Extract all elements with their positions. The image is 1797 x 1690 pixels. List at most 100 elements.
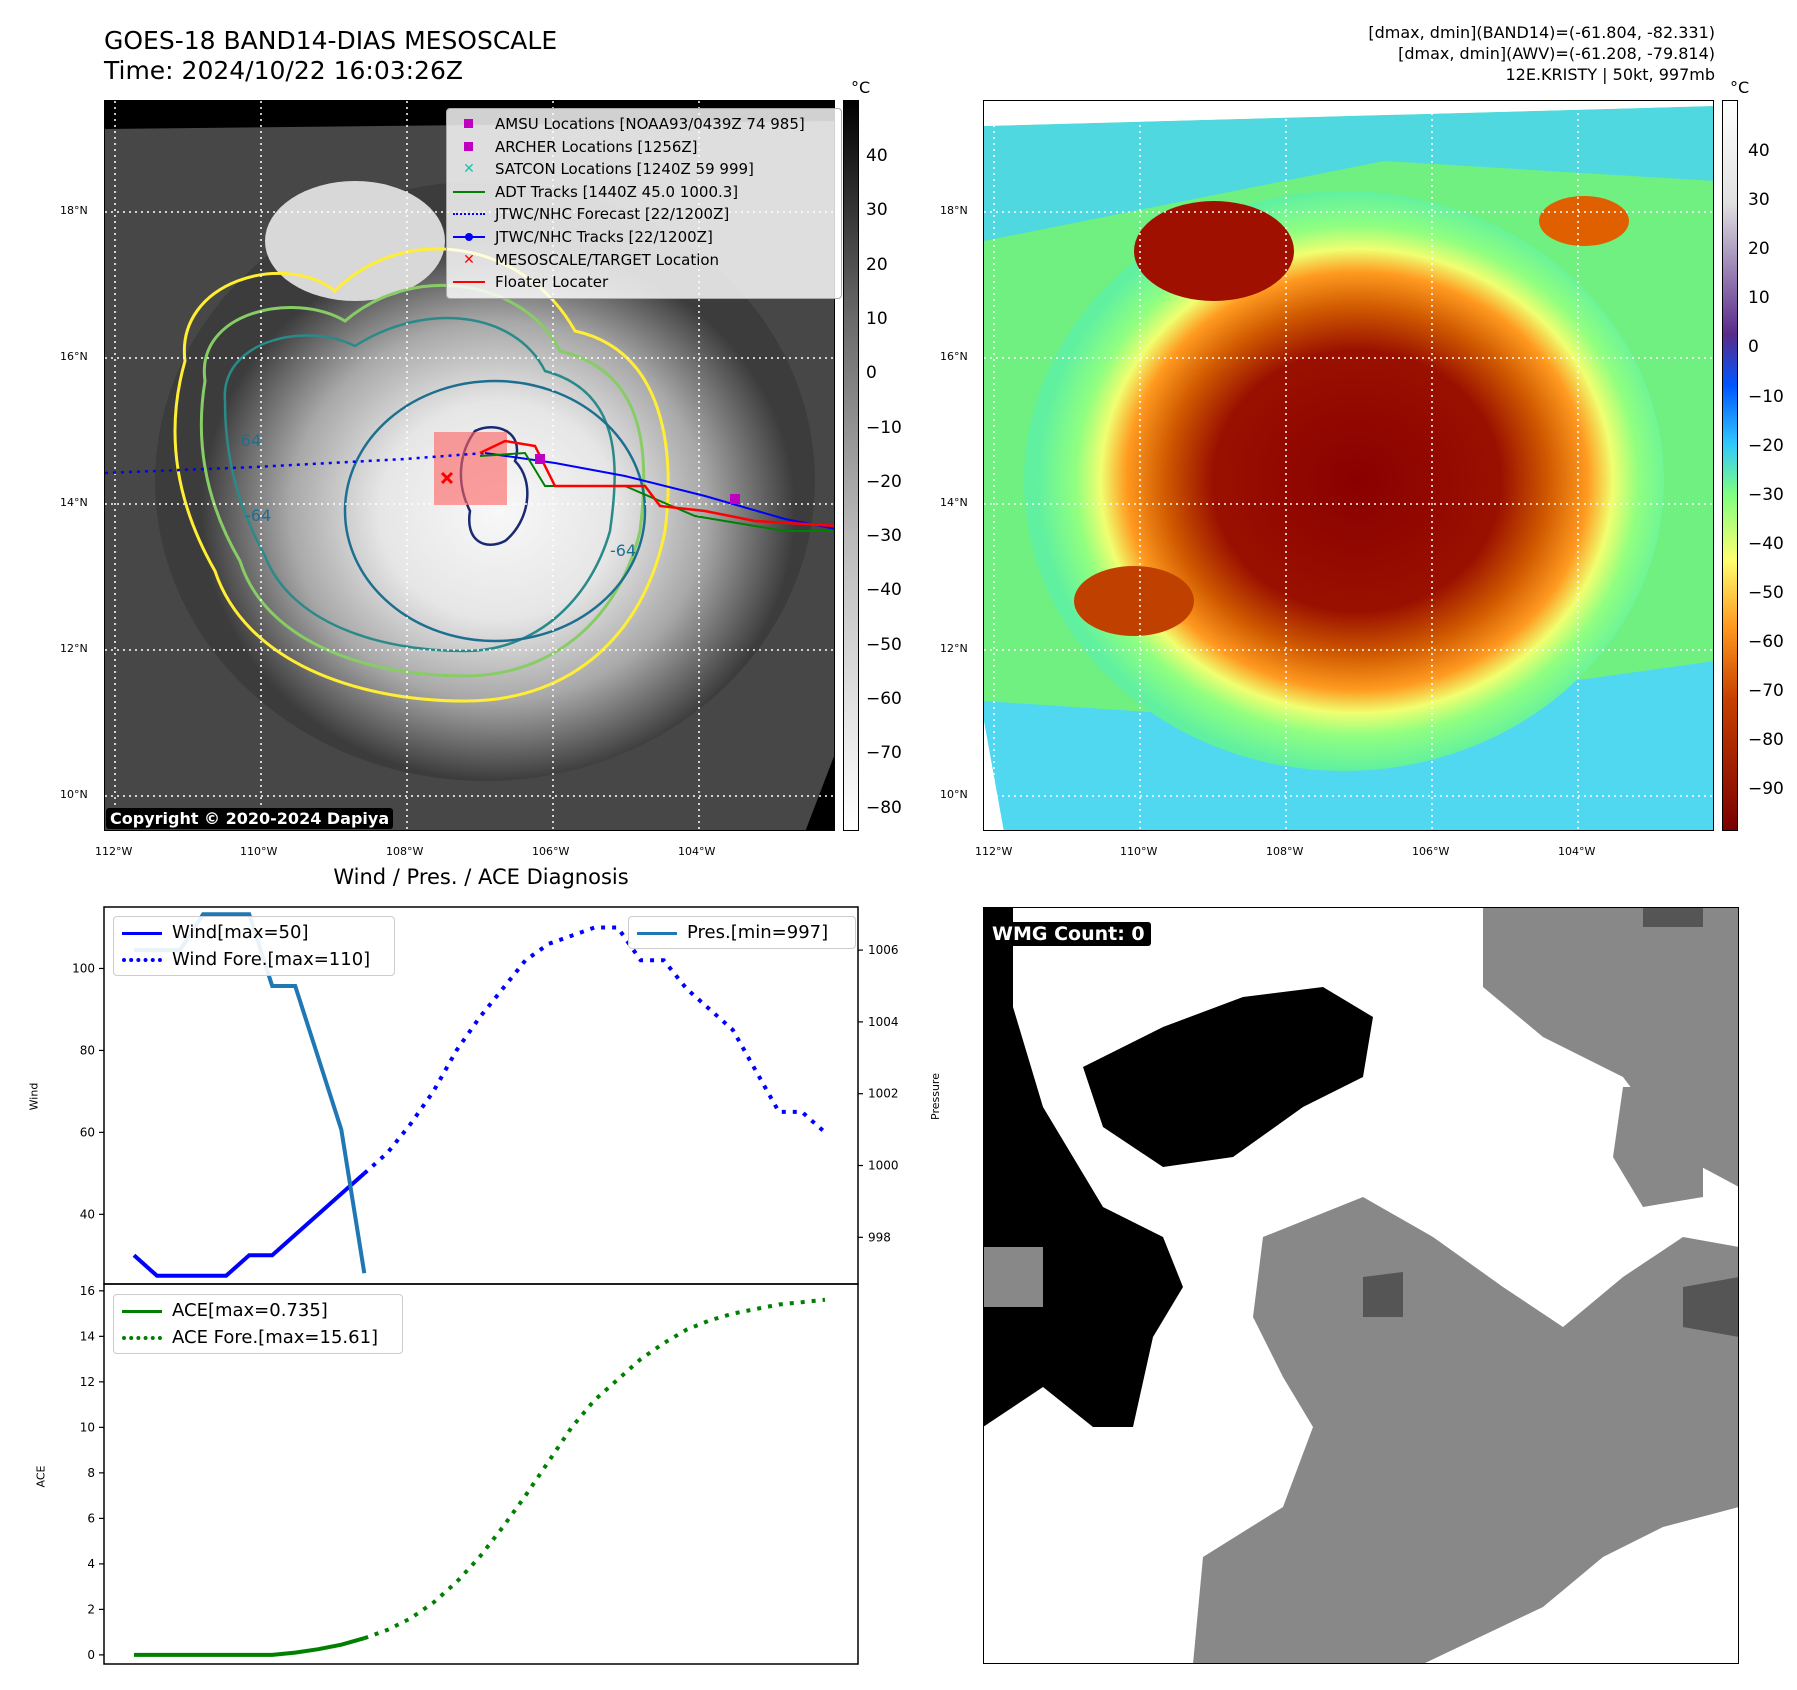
lon-label: 110°W <box>1120 845 1158 858</box>
colorbar-tick: −60 <box>1748 632 1784 652</box>
colorbar-tick: −30 <box>866 526 902 547</box>
y-tick-label: 40 <box>80 1207 95 1221</box>
legend-item: JTWC/NHC Forecast [22/1200Z] <box>453 203 835 226</box>
figure-title: GOES-18 BAND14-DIAS MESOSCALE Time: 2024… <box>104 26 557 86</box>
colorbar-tick: −10 <box>866 417 902 438</box>
colorbar-tick: −90 <box>1748 779 1784 800</box>
y-tick-label: 10 <box>80 1420 95 1434</box>
legend-item: ACE[max=0.735] <box>122 1297 394 1324</box>
archer-marker <box>535 454 545 464</box>
series-line <box>363 1297 826 1641</box>
y-tick-label: 1000 <box>868 1159 899 1173</box>
ace-ylabel: ACE <box>34 1465 48 1488</box>
colorbar-unit: °C <box>1730 78 1750 97</box>
target-marker <box>440 471 454 485</box>
svg-text:-64: -64 <box>245 506 271 525</box>
stats-line-2: [dmax, dmin](AWV)=(-61.208, -79.814) <box>1398 44 1715 63</box>
colorbar-tick: −60 <box>866 689 902 709</box>
colorbar-tick: −20 <box>866 471 902 492</box>
lat-label: 12°N <box>60 642 88 655</box>
colorbar-tick: −30 <box>1748 484 1784 505</box>
y-tick-label: 12 <box>80 1375 95 1389</box>
legend-item: Pres.[min=997] <box>637 919 847 946</box>
series-line <box>362 925 827 1175</box>
legend-item: Wind[max=50] <box>122 919 386 946</box>
lon-label: 104°W <box>1558 845 1596 858</box>
y-tick-label: 6 <box>87 1511 95 1525</box>
amsu-marker <box>730 494 740 504</box>
legend-item: Floater Locater <box>453 271 835 294</box>
y-tick-label: 80 <box>80 1043 95 1057</box>
lat-label: 18°N <box>940 204 968 217</box>
lon-label: 106°W <box>532 845 570 858</box>
colorbar-tick: −70 <box>866 743 902 764</box>
wmg-image <box>982 906 1740 1665</box>
lon-label: 108°W <box>386 845 424 858</box>
legend-item: ADT Tracks [1440Z 45.0 1000.3] <box>453 181 835 204</box>
series-line <box>132 1171 366 1278</box>
awv-map-image <box>984 101 1713 830</box>
stats-block: [dmax, dmin](BAND14)=(-61.804, -82.331) … <box>1368 22 1715 85</box>
colorbar-tick: 10 <box>866 308 888 329</box>
colorbar-tick: −80 <box>1748 730 1784 751</box>
lat-label: 18°N <box>60 204 88 217</box>
wind-legend: Wind[max=50] Wind Fore.[max=110] <box>113 916 395 976</box>
y-tick-label: 4 <box>87 1557 95 1571</box>
y-tick-label: 998 <box>868 1230 891 1244</box>
legend-item: ✕ MESOSCALE/TARGET Location <box>463 250 720 269</box>
colorbar-tick: −40 <box>866 580 902 601</box>
colorbar-tick: −20 <box>1748 435 1784 456</box>
lat-label: 16°N <box>60 350 88 363</box>
colorbar-tick: 10 <box>1748 288 1770 309</box>
copyright-label: Copyright © 2020-2024 Dapiya <box>106 808 394 829</box>
colorbar-tick: −10 <box>1748 386 1784 407</box>
title-line-2: Time: 2024/10/22 16:03:26Z <box>104 56 463 85</box>
legend-item: Wind Fore.[max=110] <box>122 946 386 973</box>
lat-label: 12°N <box>940 642 968 655</box>
pressure-legend: Pres.[min=997] <box>628 916 856 949</box>
colorbar-tick: 20 <box>1748 239 1770 260</box>
ir-colorbar <box>843 100 859 831</box>
floater-box <box>434 432 507 505</box>
y-tick-label: 16 <box>80 1284 95 1298</box>
legend-item: JTWC/NHC Tracks [22/1200Z] <box>453 226 835 249</box>
lon-label: 110°W <box>240 845 278 858</box>
colorbar-tick: 0 <box>866 363 877 384</box>
contour-label: -64 <box>235 431 261 450</box>
lon-label: 112°W <box>95 845 133 858</box>
lat-label: 14°N <box>60 496 88 509</box>
colorbar-tick: −50 <box>866 634 902 655</box>
stats-line-3: 12E.KRISTY | 50kt, 997mb <box>1505 65 1716 84</box>
legend-item: ARCHER Locations [1256Z] <box>453 136 835 159</box>
awv-map-panel[interactable] <box>983 100 1714 831</box>
colorbar-unit: °C <box>851 78 871 97</box>
legend-item: ACE Fore.[max=15.61] <box>122 1324 394 1351</box>
y-tick-label: 100 <box>72 961 95 975</box>
y-tick-label: 8 <box>87 1466 95 1480</box>
lon-label: 108°W <box>1266 845 1304 858</box>
y-tick-label: 60 <box>80 1125 95 1139</box>
y-tick-label: 0 <box>87 1648 95 1662</box>
series-line <box>134 1636 365 1657</box>
y-tick-label: 1004 <box>868 1015 899 1029</box>
ace-legend: ACE[max=0.735] ACE Fore.[max=15.61] <box>113 1294 403 1354</box>
lat-label: 14°N <box>940 496 968 509</box>
colorbar-tick: 0 <box>1748 337 1759 358</box>
lat-label: 10°N <box>940 788 968 801</box>
colorbar-tick: −40 <box>1748 533 1784 554</box>
lat-label: 16°N <box>940 350 968 363</box>
map-legend: AMSU Locations [NOAA93/0439Z 74 985] ARC… <box>446 108 842 299</box>
colorbar-tick: 30 <box>866 200 888 221</box>
colorbar-tick: 40 <box>1748 141 1770 161</box>
wmg-panel[interactable] <box>982 906 1740 1665</box>
awv-colorbar <box>1722 100 1738 831</box>
y-tick-label: 1006 <box>868 943 899 957</box>
floater-track <box>479 439 834 528</box>
svg-text:-64: -64 <box>610 541 636 560</box>
grid-lines <box>984 101 1713 830</box>
wind-ylabel: Wind <box>27 1082 41 1111</box>
colorbar-tick: 40 <box>866 146 888 166</box>
legend-item: ✕ SATCON Locations [1240Z 59 999] <box>463 160 754 179</box>
colorbar-tick: 20 <box>866 254 888 275</box>
colorbar-tick: 30 <box>1748 190 1770 211</box>
